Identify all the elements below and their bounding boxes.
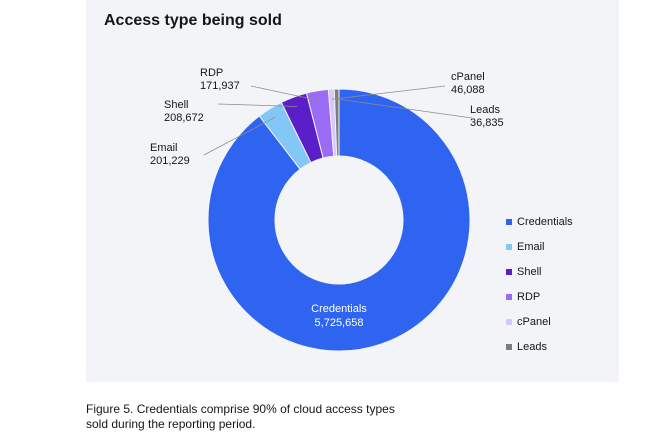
data-label-leads-value: 36,835 <box>470 117 504 129</box>
data-label-rdp-value: 171,937 <box>200 80 240 92</box>
data-label-leads-name: Leads <box>470 104 500 116</box>
data-label-credentials-value: 5,725,658 <box>315 317 364 329</box>
leader-line-cpanel <box>331 85 446 100</box>
data-label-email-value: 201,229 <box>150 155 190 167</box>
data-label-shell-value: 208,672 <box>164 112 204 124</box>
figure-caption: Figure 5. Credentials comprise 90% of cl… <box>86 402 395 431</box>
data-label-cpanel-value: 46,088 <box>451 84 485 96</box>
legend-label-leads: Leads <box>517 341 547 353</box>
slice-credentials <box>207 88 471 352</box>
legend-swatch-leads <box>506 344 512 350</box>
data-label-cpanel-name: cPanel <box>451 71 485 83</box>
legend-swatch-cpanel <box>506 319 512 325</box>
legend-swatch-rdp <box>506 294 512 300</box>
legend-label-shell: Shell <box>517 266 541 278</box>
legend-label-credentials: Credentials <box>517 216 573 228</box>
chart-title: Access type being sold <box>104 12 282 29</box>
legend-label-cpanel: cPanel <box>517 316 551 328</box>
legend-label-email: Email <box>517 241 545 253</box>
data-label-credentials-name: Credentials <box>311 303 367 315</box>
slice-leads <box>333 88 340 157</box>
leader-line-shell <box>217 103 298 107</box>
data-label-shell-name: Shell <box>164 99 188 111</box>
data-label-email-name: Email <box>150 142 178 154</box>
legend-label-rdp: RDP <box>517 291 540 303</box>
legend-swatch-credentials <box>506 219 512 225</box>
leader-line-leads <box>336 98 473 119</box>
legend-swatch-shell <box>506 269 512 275</box>
leader-line-rdp <box>250 85 320 102</box>
leader-line-email <box>203 116 276 156</box>
data-label-rdp-name: RDP <box>200 67 223 79</box>
legend-swatch-email <box>506 244 512 250</box>
